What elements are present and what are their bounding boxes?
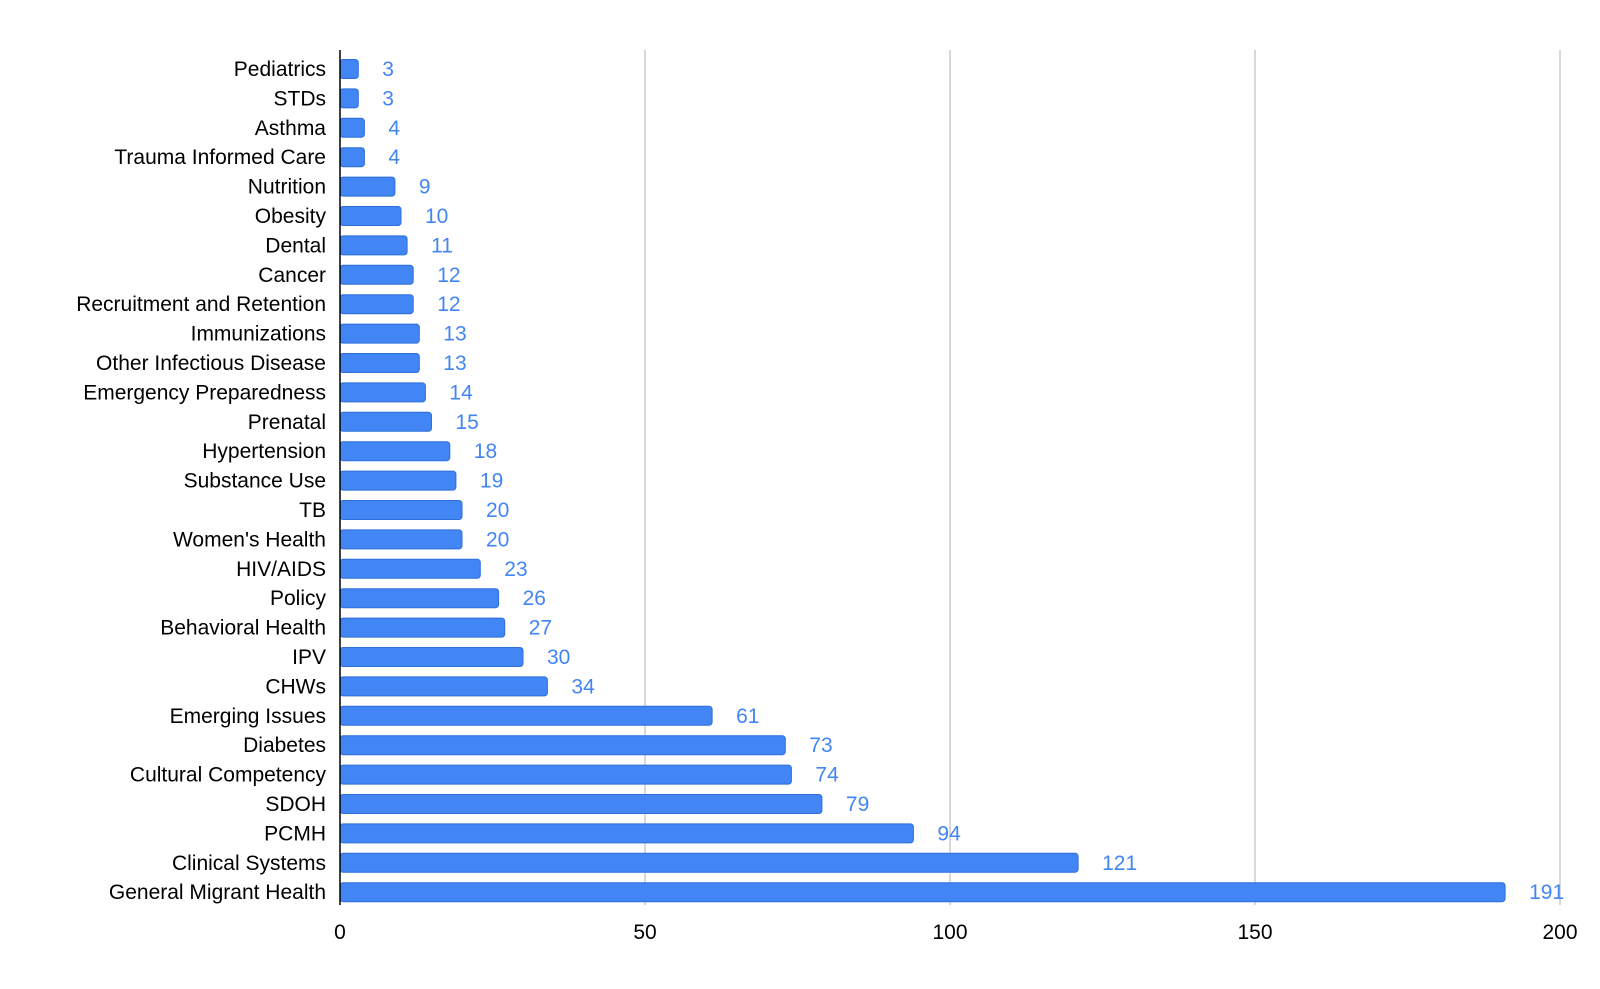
value-label-ipv: 30 xyxy=(547,646,570,669)
value-label-cancer: 12 xyxy=(437,264,460,287)
value-label-nutrition: 9 xyxy=(419,176,431,199)
value-label-substance-use: 19 xyxy=(480,470,503,493)
category-label-pediatrics: Pediatrics xyxy=(234,58,326,81)
value-label-behavioral-health: 27 xyxy=(529,617,552,640)
bar-substance-use xyxy=(339,470,457,491)
bar-pcmh xyxy=(339,823,914,844)
bar-behavioral-health xyxy=(339,617,506,638)
bar-asthma xyxy=(339,117,365,138)
bar-hiv-aids xyxy=(339,558,481,579)
category-label-cancer: Cancer xyxy=(258,264,326,287)
value-label-stds: 3 xyxy=(382,87,394,110)
value-label-trauma-informed-care: 4 xyxy=(388,146,400,169)
x-tick-label-200: 200 xyxy=(1542,921,1577,944)
category-label-nutrition: Nutrition xyxy=(248,176,326,199)
category-label-behavioral-health: Behavioral Health xyxy=(160,617,326,640)
value-label-policy: 26 xyxy=(523,587,546,610)
category-label-women-s-health: Women's Health xyxy=(173,528,326,551)
bar-recruitment-and-retention xyxy=(339,294,414,315)
bars xyxy=(339,59,1506,903)
category-label-recruitment-and-retention: Recruitment and Retention xyxy=(76,293,326,316)
category-label-dental: Dental xyxy=(265,234,326,257)
bar-nutrition xyxy=(339,176,396,197)
bar-trauma-informed-care xyxy=(339,147,365,168)
category-label-hypertension: Hypertension xyxy=(202,440,326,463)
bar-clinical-systems xyxy=(339,852,1079,873)
category-label-other-infectious-disease: Other Infectious Disease xyxy=(96,352,326,375)
category-label-obesity: Obesity xyxy=(255,205,327,228)
value-label-women-s-health: 20 xyxy=(486,528,509,551)
value-label-obesity: 10 xyxy=(425,205,448,228)
x-tick-label-0: 0 xyxy=(334,921,346,944)
category-label-diabetes: Diabetes xyxy=(243,734,326,757)
x-tick-label-100: 100 xyxy=(932,921,967,944)
value-label-emergency-preparedness: 14 xyxy=(449,381,473,404)
bar-prenatal xyxy=(339,411,432,432)
value-label-prenatal: 15 xyxy=(456,411,479,434)
value-label-diabetes: 73 xyxy=(809,734,832,757)
value-label-general-migrant-health: 191 xyxy=(1529,881,1564,904)
bar-dental xyxy=(339,235,408,256)
x-tick-label-50: 50 xyxy=(633,921,656,944)
value-label-clinical-systems: 121 xyxy=(1102,852,1137,875)
bar-pediatrics xyxy=(339,59,359,79)
category-label-pcmh: PCMH xyxy=(264,822,326,845)
value-label-recruitment-and-retention: 12 xyxy=(437,293,460,316)
value-label-sdoh: 79 xyxy=(846,793,869,816)
value-label-dental: 11 xyxy=(431,234,453,257)
bar-diabetes xyxy=(339,735,786,756)
category-label-substance-use: Substance Use xyxy=(184,470,326,493)
category-label-chws: CHWs xyxy=(265,675,326,698)
bar-policy xyxy=(339,588,500,609)
category-label-sdoh: SDOH xyxy=(265,793,326,816)
value-label-pediatrics: 3 xyxy=(382,58,394,81)
value-label-immunizations: 13 xyxy=(443,323,466,346)
value-label-pcmh: 94 xyxy=(937,822,961,845)
bar-hypertension xyxy=(339,441,451,462)
category-label-trauma-informed-care: Trauma Informed Care xyxy=(114,146,326,169)
bar-general-migrant-health xyxy=(339,882,1506,903)
category-label-clinical-systems: Clinical Systems xyxy=(172,852,326,875)
value-label-tb: 20 xyxy=(486,499,509,522)
category-label-tb: TB xyxy=(299,499,326,522)
category-label-emergency-preparedness: Emergency Preparedness xyxy=(83,381,326,404)
value-label-hypertension: 18 xyxy=(474,440,497,463)
category-label-stds: STDs xyxy=(274,87,327,110)
bar-women-s-health xyxy=(339,529,463,550)
value-label-asthma: 4 xyxy=(388,117,400,140)
bar-cultural-competency xyxy=(339,764,792,785)
bar-emergency-preparedness xyxy=(339,382,426,403)
category-label-general-migrant-health: General Migrant Health xyxy=(109,881,326,904)
category-label-ipv: IPV xyxy=(292,646,326,669)
bar-immunizations xyxy=(339,323,420,344)
bar-cancer xyxy=(339,264,414,285)
category-label-immunizations: Immunizations xyxy=(191,323,326,346)
category-label-hiv-aids: HIV/AIDS xyxy=(236,558,326,581)
value-label-other-infectious-disease: 13 xyxy=(443,352,466,375)
gridlines xyxy=(644,50,1561,905)
category-label-policy: Policy xyxy=(270,587,327,610)
category-label-cultural-competency: Cultural Competency xyxy=(130,764,327,787)
bar-tb xyxy=(339,500,463,520)
value-label-chws: 34 xyxy=(571,675,595,698)
bar-obesity xyxy=(339,206,402,226)
bar-stds xyxy=(339,88,359,109)
value-label-cultural-competency: 74 xyxy=(815,764,839,787)
value-label-emerging-issues: 61 xyxy=(736,705,759,728)
category-label-emerging-issues: Emerging Issues xyxy=(170,705,326,728)
category-label-asthma: Asthma xyxy=(255,117,327,140)
x-tick-label-150: 150 xyxy=(1237,921,1272,944)
bar-other-infectious-disease xyxy=(339,353,420,373)
value-label-hiv-aids: 23 xyxy=(504,558,527,581)
bar-chws xyxy=(339,676,548,697)
labels: 0 50 100 150 200 Pediatrics 3 STDs 3 Asthma 4 Traum… xyxy=(76,58,1577,944)
bar-emerging-issues xyxy=(339,705,713,726)
bar-ipv xyxy=(339,647,524,667)
bar-sdoh xyxy=(339,794,823,814)
category-label-prenatal: Prenatal xyxy=(248,411,326,434)
